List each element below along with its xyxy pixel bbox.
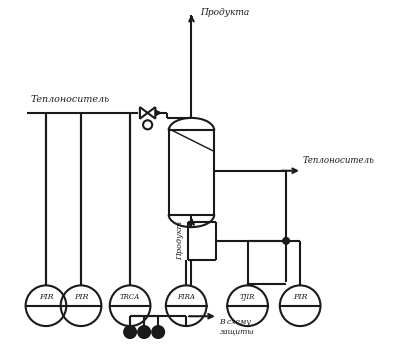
Text: FIRA: FIRA: [177, 293, 195, 301]
Text: Теплоноситель: Теплоноситель: [303, 157, 375, 165]
Text: В схему
защиты: В схему защиты: [220, 318, 254, 335]
Text: Продукта: Продукта: [200, 8, 250, 18]
Text: TJIR: TJIR: [240, 293, 255, 301]
Circle shape: [138, 326, 151, 338]
Circle shape: [152, 326, 164, 338]
Circle shape: [283, 238, 289, 244]
Bar: [169, 131, 214, 215]
Circle shape: [124, 326, 136, 338]
Text: PIR: PIR: [74, 293, 88, 301]
Circle shape: [283, 238, 289, 244]
Text: FIR: FIR: [39, 293, 53, 301]
Text: TRCA: TRCA: [120, 293, 140, 301]
Text: Продукт: Продукт: [176, 221, 184, 260]
Text: PIR: PIR: [293, 293, 307, 301]
Text: Теплоноситель: Теплоноситель: [30, 95, 109, 104]
